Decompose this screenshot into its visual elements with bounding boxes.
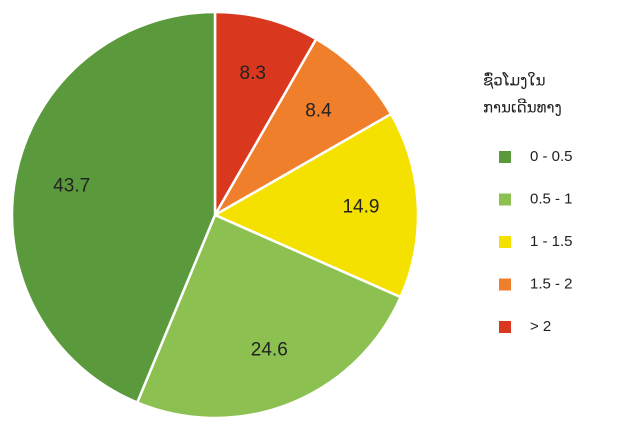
pie-slice <box>213 10 318 220</box>
legend-swatch <box>499 236 511 248</box>
legend-label: 0 - 0.5 <box>530 148 573 165</box>
legend-title: ຊົ່ວໂມງໃນ <box>483 70 546 89</box>
legend-swatch <box>499 151 511 163</box>
pie-slice <box>10 10 217 405</box>
legend-swatch <box>499 193 511 206</box>
legend-swatch <box>499 321 511 333</box>
data-label: 24.6 <box>251 340 288 361</box>
pie-slice <box>135 213 403 420</box>
data-label: 8.3 <box>240 63 266 84</box>
legend-title: ການເດີນທາງ <box>483 97 562 116</box>
pie-slice <box>211 37 393 219</box>
legend-swatch <box>499 278 511 291</box>
pie-slice <box>212 112 420 299</box>
data-label: 43.7 <box>53 175 90 196</box>
data-label: 14.9 <box>342 196 379 217</box>
legend-label: 0.5 - 1 <box>530 190 573 207</box>
data-label: 8.4 <box>305 101 332 122</box>
legend-label: > 2 <box>530 318 551 335</box>
legend-label: 1 - 1.5 <box>530 233 573 250</box>
legend-label: 1.5 - 2 <box>530 275 573 292</box>
